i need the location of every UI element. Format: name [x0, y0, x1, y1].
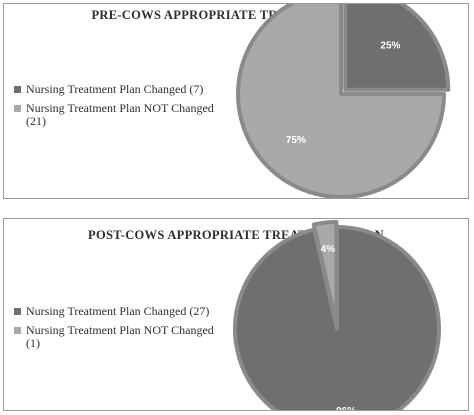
- legend-label: Nursing Treatment Plan Changed (27): [26, 304, 210, 318]
- slice-data-label: 75%: [286, 135, 306, 146]
- slice-data-label: 96%: [336, 406, 356, 410]
- chart-legend: Nursing Treatment Plan Changed (7) Nursi…: [14, 83, 216, 134]
- pie-slice: [311, 220, 339, 327]
- legend-item: Nursing Treatment Plan NOT Changed (21): [14, 102, 216, 128]
- pre-cows-chart-panel: PRE-COWS APPROPRIATE TREATMENT PLAN Nurs…: [3, 3, 469, 199]
- legend-swatch: [14, 86, 21, 93]
- pie-slice: [343, 4, 451, 92]
- pie-chart: 96% 4%: [233, 220, 441, 410]
- legend-label: Nursing Treatment Plan NOT Changed (21): [26, 101, 214, 128]
- legend-label: Nursing Treatment Plan Changed (7): [26, 82, 204, 96]
- post-cows-chart-panel: POST-COWS APPROPRIATE TREATMENT PLAN Nur…: [3, 218, 469, 411]
- legend-swatch: [14, 105, 21, 112]
- legend-swatch: [14, 327, 21, 334]
- legend-item: Nursing Treatment Plan NOT Changed (1): [14, 324, 216, 350]
- pie-chart: 25% 75%: [236, 4, 451, 198]
- chart-legend: Nursing Treatment Plan Changed (27) Nurs…: [14, 305, 216, 356]
- slice-data-label: 25%: [380, 41, 400, 52]
- legend-swatch: [14, 308, 21, 315]
- legend-item: Nursing Treatment Plan Changed (27): [14, 305, 216, 318]
- slice-data-label: 4%: [321, 244, 336, 255]
- legend-label: Nursing Treatment Plan NOT Changed (1): [26, 323, 214, 350]
- pie-slice: [236, 4, 446, 198]
- legend-item: Nursing Treatment Plan Changed (7): [14, 83, 216, 96]
